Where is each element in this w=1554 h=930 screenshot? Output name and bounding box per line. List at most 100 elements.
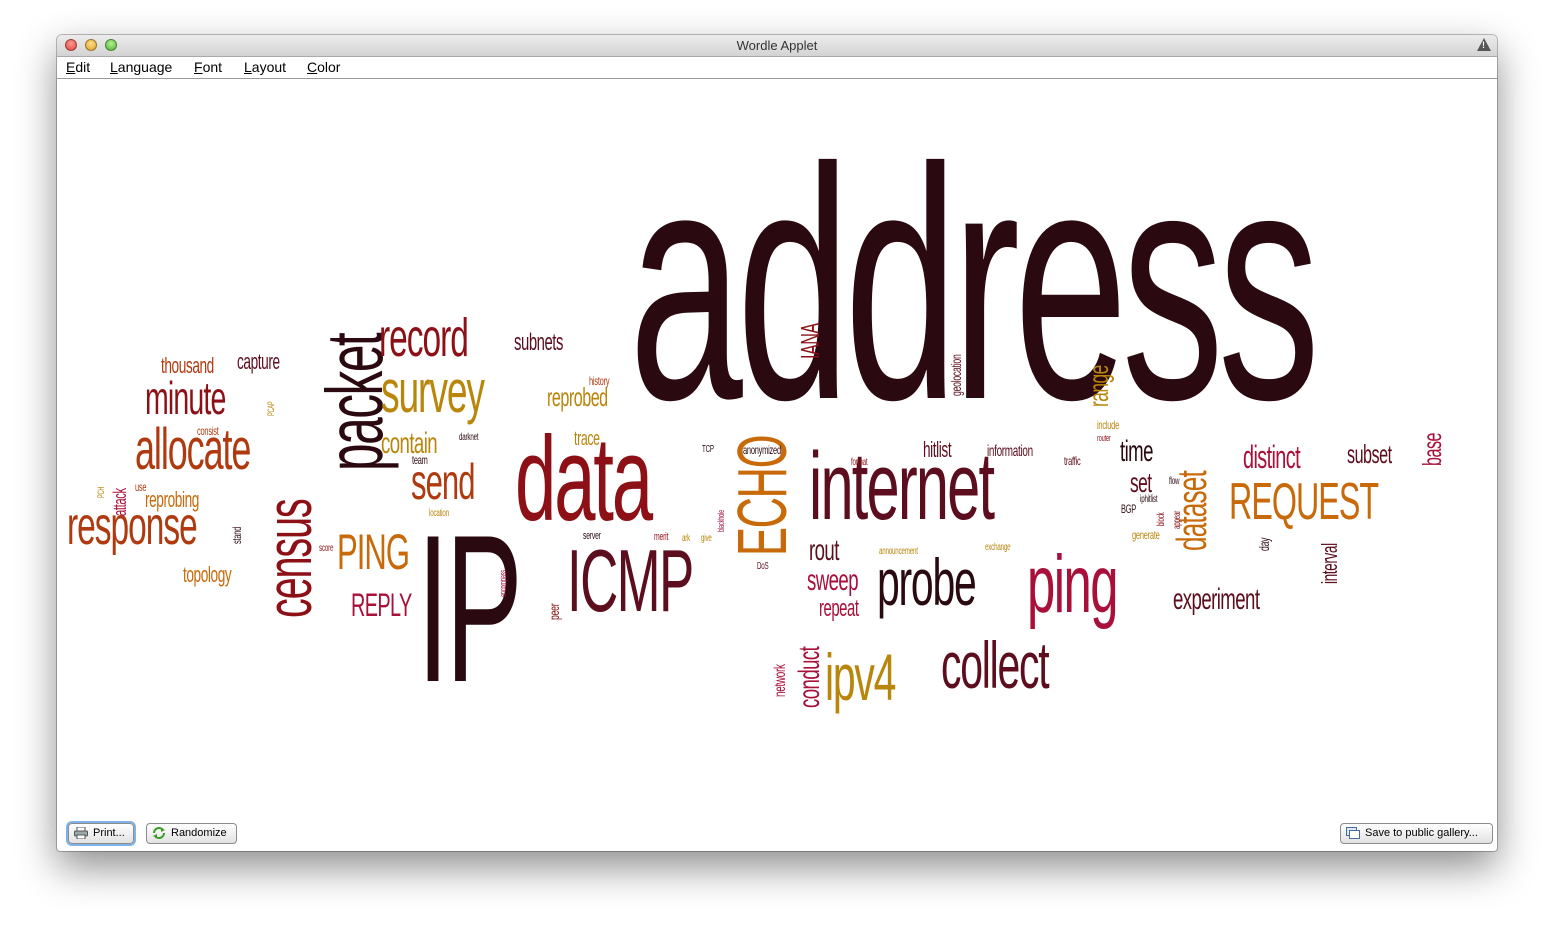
word-record: record — [379, 308, 469, 368]
word-request: REQUEST — [1229, 473, 1379, 531]
word-probe: probe — [877, 545, 977, 619]
word-reprobed: reprobed — [547, 382, 608, 412]
minimize-window-button[interactable] — [85, 39, 97, 51]
word-iana: IANA — [795, 323, 825, 360]
save-to-gallery-button[interactable]: Save to public gallery... — [1340, 823, 1493, 844]
word-internet: internet — [809, 433, 995, 540]
word-blackhole: blackhole — [716, 509, 726, 532]
word-thousand: thousand — [161, 353, 214, 378]
randomize-button-label: Randomize — [171, 827, 227, 839]
word-ping: PING — [337, 524, 410, 580]
word-anonymized: anonymized — [743, 443, 781, 457]
word-traffic: traffic — [1064, 454, 1081, 468]
word-time: time — [1120, 435, 1153, 468]
print-button-label: Print... — [93, 827, 125, 839]
word-ipv4: ipv4 — [825, 640, 896, 714]
word-router: router — [1097, 433, 1111, 443]
randomize-button[interactable]: Randomize — [146, 823, 237, 844]
word-capture: capture — [237, 349, 280, 374]
word-hitlist: hitlist — [923, 437, 952, 462]
word-cloud-canvas: address IP data internet ping packet census ICM… — [57, 79, 1497, 813]
word-dos: DoS — [757, 561, 769, 572]
word-location: location — [429, 508, 449, 519]
window-title: Wordle Applet — [736, 38, 818, 53]
word-allocate: allocate — [135, 417, 251, 482]
word-darknet: darknet — [459, 432, 479, 443]
word-announcement: announcement — [879, 546, 918, 557]
word-set: set — [1130, 467, 1152, 498]
gallery-icon — [1346, 827, 1360, 839]
menu-language[interactable]: Language — [110, 59, 173, 75]
word-base: base — [1417, 433, 1447, 467]
word-peer: peer — [546, 603, 562, 621]
menu-color[interactable]: Color — [307, 59, 341, 75]
word-server: server — [583, 530, 601, 542]
word-merit: merit — [654, 531, 669, 543]
menu-layout[interactable]: Layout — [244, 59, 287, 75]
word-score: score — [319, 543, 334, 554]
word-sweep: sweep — [807, 564, 859, 597]
word-include: include — [1097, 418, 1120, 432]
printer-icon — [74, 827, 88, 839]
bottom-toolbar: Print... Randomize Save to public galler… — [57, 813, 1497, 851]
word-stand: stand — [230, 527, 244, 545]
word-ip: IP — [417, 491, 523, 726]
word-contain: contain — [381, 427, 438, 460]
menu-bar: Edit Language Font Layout Color — [57, 57, 1497, 79]
word-reply: REPLY — [351, 587, 412, 623]
word-data: data — [515, 412, 653, 546]
word-information: information — [987, 443, 1033, 460]
word-address: address — [629, 99, 1320, 468]
word-day: day — [1256, 538, 1272, 552]
word-pcap: PCAP — [266, 401, 276, 417]
word-ping: ping — [1027, 539, 1119, 630]
word-network: network — [772, 664, 789, 698]
word-reprobing: reprobing — [145, 487, 199, 512]
word-icmp: ICMP — [567, 531, 694, 630]
word-conduct: conduct — [793, 646, 826, 708]
word-appear: appear — [1172, 511, 1183, 530]
warning-icon — [1477, 38, 1491, 51]
title-bar: Wordle Applet — [57, 35, 1497, 57]
menu-edit[interactable]: Edit — [66, 59, 91, 75]
word-experiment: experiment — [1173, 583, 1260, 616]
word-flow: flow — [1169, 476, 1180, 487]
word-minute: minute — [145, 372, 226, 424]
word-subset: subset — [1347, 439, 1392, 469]
word-generate: generate — [1132, 528, 1160, 542]
word-team: team — [412, 453, 428, 467]
word-history: history — [589, 374, 610, 388]
word-survey: survey — [381, 358, 485, 425]
word-census: census — [253, 499, 325, 618]
word-pch: PCH — [96, 486, 106, 499]
word-format: format — [851, 457, 868, 468]
word-send: send — [411, 454, 475, 510]
close-window-button[interactable] — [65, 39, 77, 51]
menu-font[interactable]: Font — [194, 59, 223, 75]
zoom-window-button[interactable] — [105, 39, 117, 51]
word-collect: collect — [941, 628, 1050, 702]
word-exchange: exchange — [985, 542, 1011, 553]
word-subnets: subnets — [514, 329, 563, 356]
word-tcp: TCP — [702, 444, 714, 455]
word-trace: trace — [574, 428, 600, 450]
print-button[interactable]: Print... — [68, 823, 134, 844]
word-bgp: BGP — [1121, 502, 1137, 516]
save-button-label: Save to public gallery... — [1365, 827, 1478, 839]
word-rout: rout — [809, 534, 839, 567]
word-iphitlist: iphitlist — [1140, 494, 1158, 505]
word-consist: consist — [197, 424, 219, 438]
word-ark: ark — [682, 533, 691, 544]
word-response: response — [67, 496, 198, 556]
word-distinct: distinct — [1243, 439, 1301, 475]
word-topology: topology — [183, 562, 232, 587]
wordle-window: Wordle Applet Edit Language Font Layout … — [57, 35, 1497, 851]
refresh-icon — [153, 827, 165, 839]
word-interval: interval — [1317, 543, 1342, 585]
word-block: block — [1156, 512, 1167, 527]
word-attack: attack — [110, 488, 130, 516]
word-geolocation: geolocation — [948, 353, 964, 396]
word-use: use — [135, 480, 147, 494]
word-encompass: encompass — [498, 569, 508, 597]
word-repeat: repeat — [819, 595, 859, 622]
